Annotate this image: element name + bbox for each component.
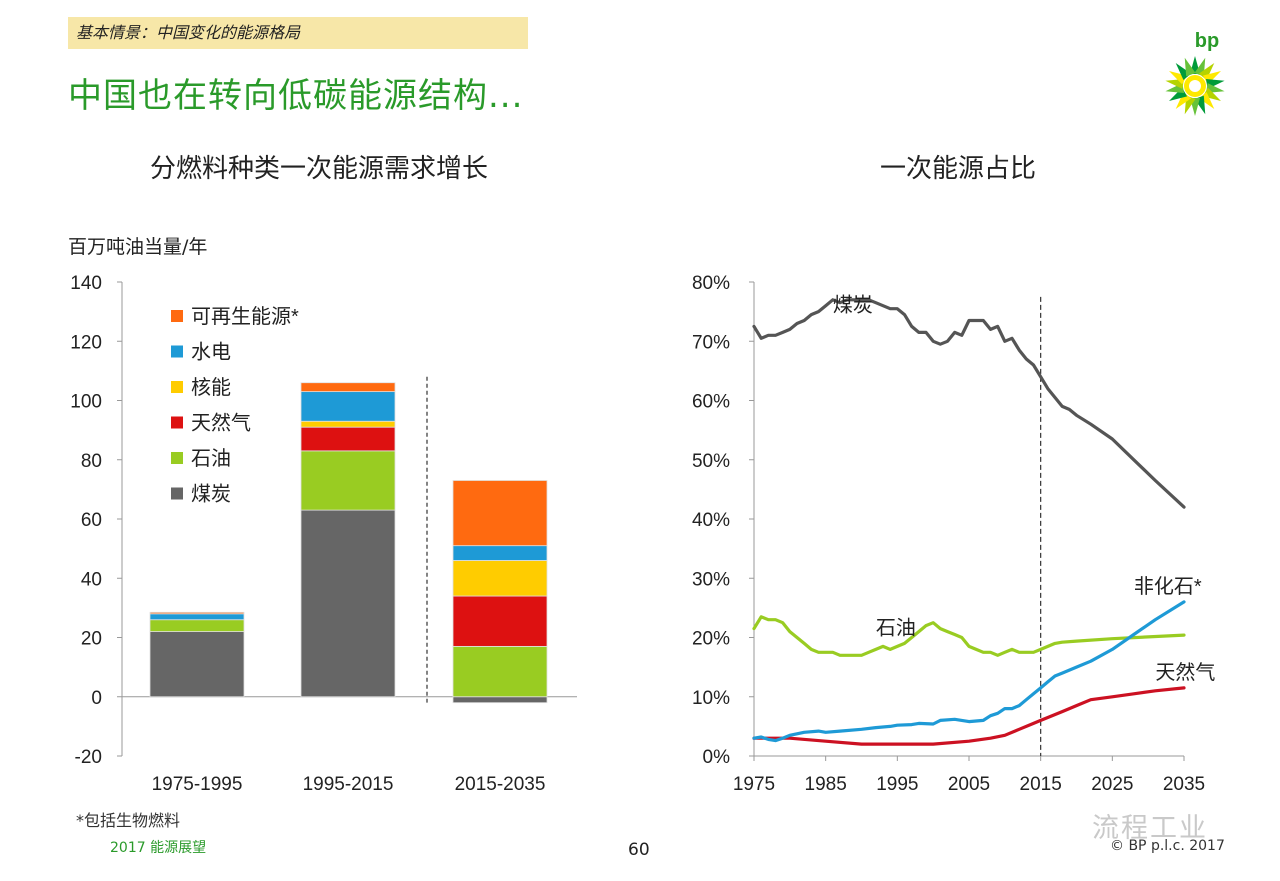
chart1-legend-label: 水电 [191, 341, 231, 364]
chart1-x-tick-label: 1975-1995 [152, 774, 243, 795]
chart1-bar-segment [300, 450, 396, 511]
chart1-legend-swatch [171, 416, 183, 429]
chart2-title: 一次能源占比 [880, 154, 1037, 184]
page-number: 60 [628, 840, 650, 860]
chart1-bar-segment [149, 619, 245, 632]
chart2-series-line [752, 600, 1186, 743]
outlook-label: 2017 能源展望 [110, 840, 207, 856]
footnote: *包括生物燃料 [76, 811, 181, 830]
chart2-y-tick-label: 50% [692, 451, 730, 472]
chart1-y-tick-label: 80 [81, 451, 102, 472]
chart2-annotation: 非化石* [1134, 575, 1202, 598]
chart1-bar-segment [149, 631, 245, 698]
chart1-legend-label: 石油 [191, 447, 231, 470]
chart1-legend-label: 可再生能源* [191, 305, 299, 328]
chart2-y-tick-label: 0% [703, 747, 731, 768]
bp-logo-text: bp [1195, 30, 1219, 52]
chart1-bar-segment [149, 613, 245, 621]
chart1-y-tick-label: 20 [81, 629, 102, 650]
chart1-bar-segment [300, 426, 396, 452]
chart2-x-tick-label: 1995 [876, 774, 918, 795]
chart1-bar-segment [300, 391, 396, 422]
chart2-y-tick-label: 60% [692, 392, 730, 413]
bp-helios-petal [1202, 87, 1221, 101]
chart1-legend-label: 核能 [191, 376, 231, 399]
bp-helios-petal [1169, 71, 1188, 85]
page-headline: 中国也在转向低碳能源结构... [68, 76, 524, 116]
chart2-annotation: 石油 [876, 617, 916, 640]
chart1-y-tick-label: 100 [70, 392, 102, 413]
chart1-bar-segment [300, 509, 396, 698]
chart1-y-tick-label: 40 [81, 569, 102, 590]
chart1-legend-label: 天然气 [191, 412, 251, 435]
chart1-bar-segment [452, 595, 548, 647]
chart2-x-tick-label: 1985 [805, 774, 847, 795]
chart1-bar-segment [452, 696, 548, 704]
chart1-legend-label: 煤炭 [191, 483, 231, 506]
chart1-y-tick-label: 120 [70, 332, 102, 353]
bp-logo: bp [1165, 30, 1225, 116]
bp-helios-petal [1198, 63, 1215, 81]
chart2-series-line [752, 298, 1186, 509]
copyright: © BP p.l.c. 2017 [1110, 838, 1225, 854]
chart1-legend-swatch [171, 381, 183, 393]
chart2-y-tick-label: 10% [692, 688, 730, 709]
chart2-x-tick-label: 2025 [1091, 774, 1133, 795]
chart1-y-unit: 百万吨油当量/年 [68, 236, 208, 258]
chart2-x-tick-label: 2035 [1163, 774, 1205, 795]
chart1-bar-segment [452, 545, 548, 561]
chart1-legend-swatch [171, 345, 183, 358]
section-tag: 基本情景：中国变化的能源格局 [68, 17, 528, 49]
chart1-y-tick-label: 0 [91, 688, 102, 709]
chart1-title: 分燃料种类一次能源需求增长 [150, 154, 489, 184]
chart2-x-tick-label: 2005 [948, 774, 990, 795]
chart1-bar-segment [300, 382, 396, 393]
chart1-x-tick-label: 1995-2015 [303, 774, 394, 795]
chart2-annotation: 天然气 [1155, 661, 1215, 684]
chart1-legend-swatch [171, 452, 183, 464]
chart1-bar-segment [452, 560, 548, 597]
chart1-bar-segment [149, 611, 245, 615]
chart1-bar-segment [452, 645, 548, 698]
chart2-y-tick-label: 80% [692, 273, 730, 294]
chart1-y-tick-label: 140 [70, 273, 102, 294]
chart1-stacked-bar: -20 0 20 40 60 80 100 120 140 1975-1995 1995-2015 2… [70, 273, 577, 795]
chart2-y-tick-label: 30% [692, 569, 730, 590]
chart1-bar-segment [300, 420, 396, 428]
bp-helios-petal [1184, 57, 1196, 77]
chart1-legend-swatch [171, 487, 183, 500]
chart1-y-tick-label: -20 [75, 747, 102, 768]
bp-helios-petal [1175, 91, 1192, 109]
chart1-y-tick-label: 60 [81, 510, 102, 531]
chart2-y-tick-label: 40% [692, 510, 730, 531]
chart2-x-tick-label: 2015 [1020, 774, 1062, 795]
chart2-line: 0% 10% 20% 30% 40% 50% 60% 70% 80% 1975 1985 1995 20… [692, 273, 1215, 795]
bp-helios-icon [1165, 56, 1225, 116]
chart2-x-tick-label: 1975 [733, 774, 775, 795]
chart2-series-line [752, 686, 1186, 746]
watermark: 流程工业 [1092, 813, 1208, 844]
chart2-annotation: 煤炭 [833, 294, 873, 317]
chart2-y-tick-label: 70% [692, 332, 730, 353]
chart1-bar-segment [452, 480, 548, 547]
chart1-legend-swatch [171, 310, 183, 322]
chart1-x-tick-label: 2015-2035 [455, 774, 546, 795]
chart2-series-line [752, 615, 1186, 657]
chart2-y-tick-label: 20% [692, 629, 730, 650]
